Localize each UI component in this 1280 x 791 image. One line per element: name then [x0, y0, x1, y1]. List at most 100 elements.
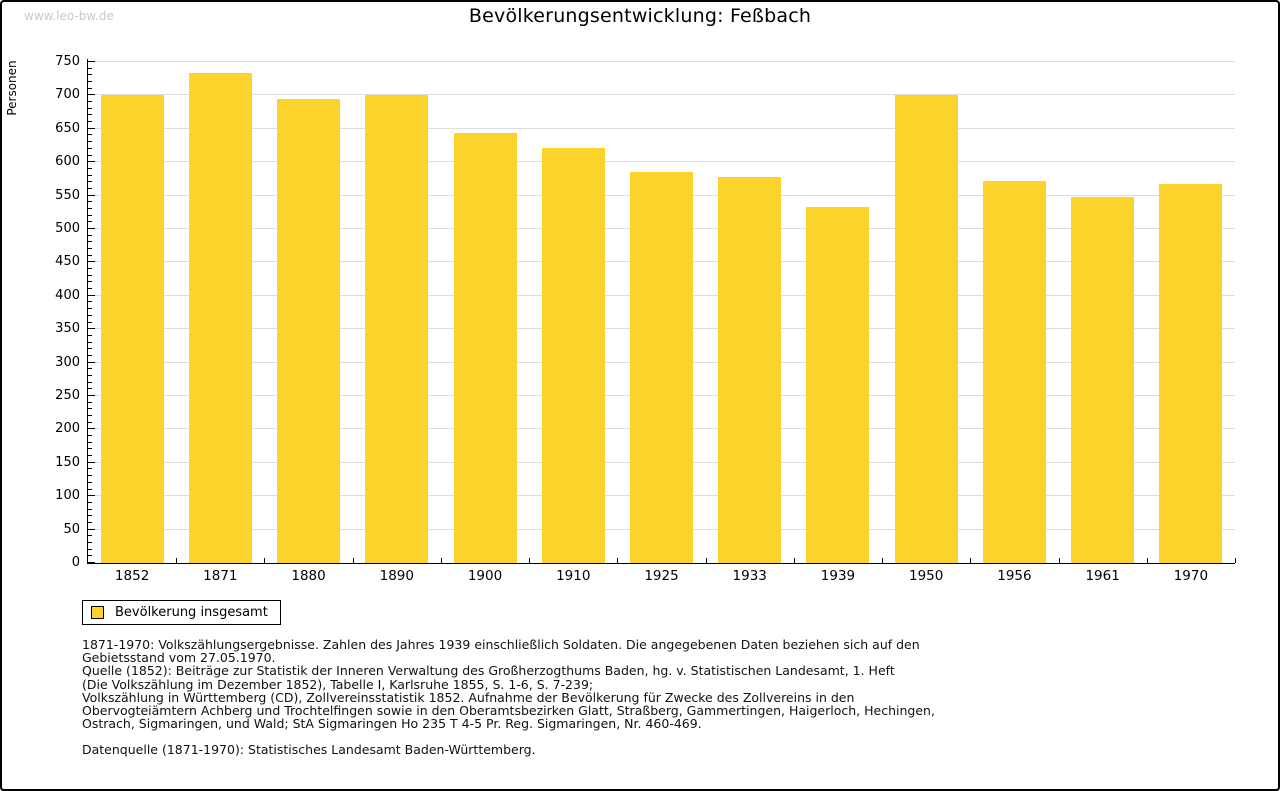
y-axis-minor-tick: [88, 101, 92, 103]
y-axis-minor-tick: [88, 381, 92, 383]
y-axis-minor-tick: [88, 107, 92, 109]
y-axis-major-tick: [88, 94, 95, 96]
bar: [894, 95, 958, 563]
chart-title: Bevölkerungsentwicklung: Feßbach: [468, 5, 812, 27]
y-axis-minor-tick: [88, 308, 92, 310]
gridline: [88, 61, 1235, 62]
x-axis-tick-label: 1956: [997, 568, 1032, 584]
y-axis-tick-label: 400: [55, 287, 80, 303]
y-axis-minor-tick: [88, 301, 92, 303]
y-axis-minor-tick: [88, 241, 92, 243]
y-axis-tick-label: 150: [55, 454, 80, 470]
y-axis-minor-tick: [88, 121, 92, 123]
y-axis-tick-label: 100: [55, 488, 80, 504]
x-axis-tick-label: 1852: [114, 568, 150, 584]
x-axis-tick: [529, 558, 530, 563]
gridline: [88, 94, 1235, 96]
y-axis-minor-tick: [88, 441, 92, 443]
x-axis-tick: [353, 558, 354, 563]
y-axis-minor-tick: [88, 147, 92, 149]
y-axis-major-tick: [88, 61, 95, 62]
x-axis-tick: [176, 558, 177, 563]
x-axis-tick-label: 1961: [1085, 568, 1120, 584]
bar: [188, 72, 252, 563]
footnote-line: Gebietsstand vom 27.05.1970.: [82, 650, 276, 666]
y-axis-tick-label: 500: [55, 221, 80, 236]
x-axis-tick-label: 1871: [203, 568, 238, 584]
y-axis-minor-tick: [88, 421, 92, 423]
bar: [365, 95, 429, 563]
y-axis-minor-tick: [88, 548, 92, 550]
legend-label: Bevölkerung insgesamt: [115, 605, 268, 620]
y-axis-minor-tick: [88, 134, 92, 136]
bar: [277, 98, 341, 563]
y-axis-minor-tick: [88, 388, 92, 390]
y-axis-tick-label: 250: [55, 388, 80, 403]
y-axis-tick-label: 0: [71, 555, 80, 570]
x-axis-tick-label: 1939: [820, 568, 856, 584]
y-axis-minor-tick: [88, 488, 92, 490]
y-axis-minor-tick: [88, 187, 92, 189]
y-axis-minor-tick: [88, 481, 92, 483]
y-axis-minor-tick: [88, 341, 92, 343]
y-axis-minor-tick: [88, 541, 92, 543]
y-axis-tick-label: 200: [55, 421, 80, 437]
footnote-line: 1871-1970: Volkszählungsergebnisse. Zahl…: [82, 637, 920, 652]
y-axis-minor-tick: [88, 221, 92, 223]
y-axis-minor-tick: [88, 314, 92, 316]
x-axis-tick-label: 1950: [909, 568, 944, 584]
y-axis-minor-tick: [88, 67, 92, 69]
y-axis-minor-tick: [88, 475, 92, 477]
y-axis-minor-tick: [88, 87, 92, 89]
y-axis-major-tick: [88, 361, 95, 363]
y-axis-minor-tick: [88, 288, 92, 290]
y-axis-minor-tick: [88, 348, 92, 350]
y-axis-major-tick: [88, 495, 95, 497]
footnote-line: (Die Volkszählung im Dezember 1852), Tab…: [82, 676, 594, 692]
y-axis-tick-label: 700: [55, 87, 80, 103]
y-axis-major-tick: [88, 161, 95, 163]
y-axis-minor-tick: [88, 321, 92, 323]
bar: [982, 180, 1046, 563]
bar: [453, 132, 517, 563]
y-axis-minor-tick: [88, 248, 92, 250]
y-axis-minor-tick: [88, 435, 92, 437]
y-axis-minor-tick: [88, 268, 92, 270]
y-axis-minor-tick: [88, 508, 92, 510]
y-axis-minor-tick: [88, 114, 92, 116]
gridline: [88, 127, 1235, 129]
y-axis-minor-tick: [88, 374, 92, 376]
y-axis-minor-tick: [88, 415, 92, 417]
y-axis-minor-tick: [88, 81, 92, 83]
y-axis-minor-tick: [88, 254, 92, 256]
x-axis-tick: [1059, 558, 1060, 563]
y-axis-tick-label: 750: [55, 54, 80, 69]
y-axis-tick-label: 600: [55, 154, 80, 170]
y-axis-minor-tick: [88, 141, 92, 143]
footnote-line: Obervogteiämtern Achberg und Trochtelfin…: [82, 703, 935, 719]
gridline: [88, 161, 1235, 163]
y-axis-minor-tick: [88, 408, 92, 410]
y-axis-minor-tick: [88, 214, 92, 216]
x-axis-tick: [882, 558, 883, 563]
y-axis-tick-label: 300: [55, 354, 80, 370]
x-axis-tick-label: 1925: [644, 568, 679, 584]
y-axis-minor-tick: [88, 181, 92, 183]
y-axis-minor-tick: [88, 521, 92, 523]
x-axis-tick-label: 1880: [291, 568, 326, 584]
x-axis-tick: [706, 558, 707, 563]
y-axis-tick-label: 650: [55, 120, 80, 136]
y-axis-major-tick: [88, 528, 95, 530]
y-axis-minor-tick: [88, 174, 92, 176]
y-axis-minor-tick: [88, 201, 92, 203]
y-axis-major-tick: [88, 194, 95, 196]
x-axis-tick: [264, 558, 265, 563]
y-axis-minor-tick: [88, 455, 92, 457]
y-axis-minor-tick: [88, 401, 92, 403]
x-axis-tick-label: 1933: [732, 568, 767, 584]
y-axis-minor-tick: [88, 281, 92, 283]
y-axis-minor-tick: [88, 515, 92, 517]
y-axis-minor-tick: [88, 555, 92, 557]
y-axis-major-tick: [88, 461, 95, 463]
